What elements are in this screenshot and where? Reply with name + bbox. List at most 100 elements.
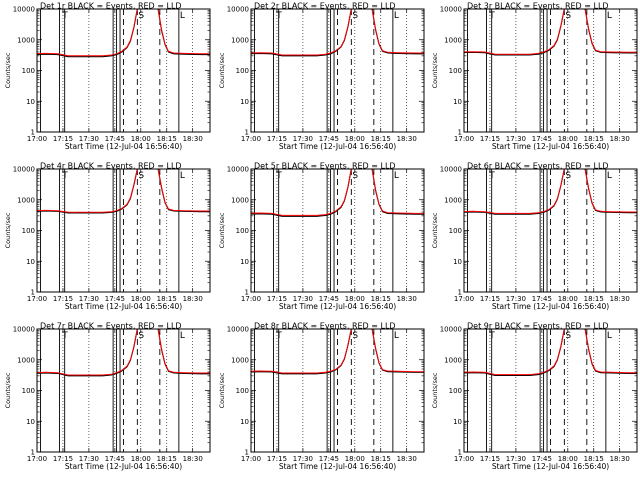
x-tick-label: 17:15: [53, 455, 73, 463]
y-axis-label: Counts/sec: [431, 372, 439, 408]
x-axis-label: Start Time (12-Jul-04 16:56:40): [492, 142, 609, 151]
y-axis-label: Counts/sec: [4, 372, 12, 408]
panel-title: Det 3r BLACK = Events, RED = LLD: [467, 2, 609, 11]
x-tick-label: 17:45: [319, 455, 339, 463]
y-tick-label: 10000: [227, 326, 249, 334]
annotation-label: T: [488, 11, 495, 21]
series-line-lld: [37, 329, 210, 376]
panel-det-6: 1 10 100 1000 10000 17:00 17:15 17:30 17:45 18:00…: [431, 162, 638, 311]
panel-title: Det 5r BLACK = Events, RED = LLD: [254, 162, 396, 171]
annotation-label: S: [352, 11, 358, 21]
x-tick-label: 18:15: [584, 295, 604, 303]
y-tick-label: 10000: [227, 6, 249, 14]
y-tick-label: 100: [236, 67, 249, 75]
x-tick-label: 18:30: [397, 135, 417, 143]
y-tick-label: 1: [245, 449, 249, 457]
annotation-label: T: [488, 171, 495, 181]
y-tick-label: 1000: [444, 196, 462, 204]
annotation-label: L: [180, 171, 185, 181]
panel-det-7: 1 10 100 1000 10000 17:00 17:15 17:30 17:45 18:00…: [4, 322, 211, 471]
x-tick-label: 18:00: [131, 455, 151, 463]
y-tick-label: 10000: [13, 166, 35, 174]
x-tick-label: 17:30: [506, 455, 526, 463]
y-tick-label: 100: [236, 387, 249, 395]
annotation-label: S: [565, 11, 571, 21]
x-tick-label: 17:45: [105, 295, 125, 303]
annotation-label: S: [565, 331, 571, 341]
x-axis-label: Start Time (12-Jul-04 16:56:40): [279, 462, 396, 471]
x-tick-label: 18:15: [157, 455, 177, 463]
x-tick-label: 18:00: [345, 455, 365, 463]
x-tick-label: 17:00: [241, 455, 261, 463]
x-tick-label: 17:15: [480, 295, 500, 303]
plot-frame: [250, 168, 425, 293]
plot-frame: [463, 8, 638, 133]
y-axis-label: Counts/sec: [218, 212, 226, 248]
panel-title: Det 6r BLACK = Events, RED = LLD: [467, 162, 609, 171]
y-tick-label: 1: [31, 129, 35, 137]
x-tick-label: 18:15: [371, 135, 391, 143]
x-tick-label: 17:00: [241, 295, 261, 303]
x-axis-label: Start Time (12-Jul-04 16:56:40): [65, 142, 182, 151]
y-tick-label: 10000: [227, 166, 249, 174]
x-axis-label: Start Time (12-Jul-04 16:56:40): [65, 462, 182, 471]
x-tick-label: 18:15: [157, 295, 177, 303]
plot-frame: [250, 8, 425, 133]
y-tick-label: 1000: [17, 356, 35, 364]
x-tick-label: 17:30: [293, 295, 313, 303]
annotation-label: L: [607, 331, 612, 341]
annotation-label: T: [61, 171, 68, 181]
panel-title: Det 4r BLACK = Events, RED = LLD: [40, 162, 182, 171]
x-tick-label: 17:30: [293, 135, 313, 143]
x-tick-label: 17:00: [27, 295, 47, 303]
x-tick-label: 17:30: [79, 455, 99, 463]
y-tick-label: 1: [245, 129, 249, 137]
annotation-label: T: [275, 11, 282, 21]
y-tick-label: 100: [236, 227, 249, 235]
y-tick-label: 100: [22, 387, 35, 395]
x-tick-label: 17:00: [454, 455, 474, 463]
y-tick-label: 10: [453, 98, 462, 106]
x-tick-label: 17:15: [53, 135, 73, 143]
x-tick-label: 17:15: [267, 295, 287, 303]
y-tick-label: 1: [245, 289, 249, 297]
x-tick-label: 17:45: [532, 295, 552, 303]
x-tick-label: 18:15: [584, 135, 604, 143]
x-tick-label: 17:30: [506, 295, 526, 303]
panel-det-9: 1 10 100 1000 10000 17:00 17:15 17:30 17:45 18:00…: [431, 322, 638, 471]
x-tick-label: 18:00: [345, 135, 365, 143]
x-tick-label: 17:15: [267, 135, 287, 143]
x-tick-label: 18:30: [183, 455, 203, 463]
x-tick-label: 17:45: [532, 455, 552, 463]
x-tick-label: 17:00: [27, 455, 47, 463]
y-tick-label: 1000: [231, 36, 249, 44]
x-tick-label: 17:30: [506, 135, 526, 143]
x-tick-label: 18:15: [584, 455, 604, 463]
x-tick-label: 18:15: [371, 455, 391, 463]
x-tick-label: 17:30: [293, 455, 313, 463]
x-tick-label: 18:30: [610, 135, 630, 143]
plot-frame: [36, 8, 211, 133]
annotation-label: L: [394, 331, 399, 341]
y-axis-label: Counts/sec: [431, 212, 439, 248]
series-line-lld: [37, 169, 210, 213]
x-tick-label: 18:00: [558, 295, 578, 303]
annotation-label: L: [394, 11, 399, 21]
x-tick-label: 18:30: [183, 295, 203, 303]
x-tick-label: 18:00: [131, 295, 151, 303]
y-tick-label: 1000: [17, 196, 35, 204]
series-line-lld: [464, 169, 637, 214]
x-axis-label: Start Time (12-Jul-04 16:56:40): [492, 302, 609, 311]
x-tick-label: 17:30: [79, 135, 99, 143]
annotation-label: S: [352, 171, 358, 181]
series-line-lld: [464, 9, 637, 55]
x-axis-label: Start Time (12-Jul-04 16:56:40): [65, 302, 182, 311]
x-tick-label: 18:30: [610, 295, 630, 303]
panel-det-8: 1 10 100 1000 10000 17:00 17:15 17:30 17:45 18:00…: [218, 322, 425, 471]
panel-title: Det 7r BLACK = Events, RED = LLD: [40, 322, 182, 331]
panel-title: Det 2r BLACK = Events, RED = LLD: [254, 2, 396, 11]
plot-frame: [36, 168, 211, 293]
series-line-lld: [251, 329, 424, 374]
annotation-label: S: [565, 171, 571, 181]
